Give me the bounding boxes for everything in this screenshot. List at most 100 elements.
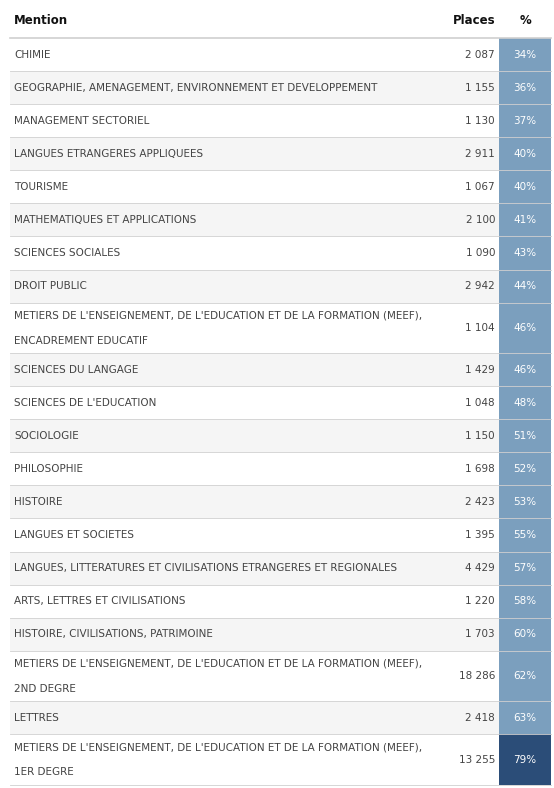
Bar <box>10 71 499 104</box>
Text: MANAGEMENT SECTORIEL: MANAGEMENT SECTORIEL <box>14 116 150 126</box>
Text: 1 155: 1 155 <box>465 83 495 93</box>
Text: 37%: 37% <box>514 116 537 126</box>
Text: 13 255: 13 255 <box>459 755 495 764</box>
Text: HISTOIRE: HISTOIRE <box>14 497 63 507</box>
Bar <box>10 137 499 170</box>
Bar <box>10 353 499 386</box>
Text: 1 220: 1 220 <box>465 596 495 606</box>
Text: 46%: 46% <box>514 323 537 333</box>
Bar <box>10 651 499 701</box>
Text: Places: Places <box>453 14 495 27</box>
Text: 2 418: 2 418 <box>465 713 495 723</box>
Text: 48%: 48% <box>514 398 537 408</box>
Bar <box>10 269 499 303</box>
Text: 60%: 60% <box>514 629 536 639</box>
Text: SCIENCES DU LANGAGE: SCIENCES DU LANGAGE <box>14 365 138 375</box>
Bar <box>499 353 551 386</box>
Text: METIERS DE L'ENSEIGNEMENT, DE L'EDUCATION ET DE LA FORMATION (MEEF),: METIERS DE L'ENSEIGNEMENT, DE L'EDUCATIO… <box>14 310 422 320</box>
Text: METIERS DE L'ENSEIGNEMENT, DE L'EDUCATION ET DE LA FORMATION (MEEF),: METIERS DE L'ENSEIGNEMENT, DE L'EDUCATIO… <box>14 742 422 752</box>
Bar <box>10 3 551 39</box>
Bar <box>499 236 551 269</box>
Bar <box>499 104 551 137</box>
Text: SOCIOLOGIE: SOCIOLOGIE <box>14 431 79 440</box>
Bar <box>499 618 551 651</box>
Bar <box>10 203 499 236</box>
Text: DROIT PUBLIC: DROIT PUBLIC <box>14 281 87 291</box>
Text: 53%: 53% <box>514 497 537 507</box>
Bar <box>10 519 499 552</box>
Text: 41%: 41% <box>514 215 537 225</box>
Text: MATHEMATIQUES ET APPLICATIONS: MATHEMATIQUES ET APPLICATIONS <box>14 215 196 225</box>
Text: 55%: 55% <box>514 530 537 540</box>
Text: 52%: 52% <box>514 464 537 474</box>
Text: 57%: 57% <box>514 563 537 573</box>
Bar <box>499 39 551 71</box>
Bar <box>499 386 551 419</box>
Bar <box>10 734 499 785</box>
Bar <box>10 485 499 519</box>
Bar <box>10 39 499 71</box>
Text: 1 130: 1 130 <box>465 116 495 126</box>
Text: ENCADREMENT EDUCATIF: ENCADREMENT EDUCATIF <box>14 336 148 346</box>
Bar <box>10 303 499 353</box>
Text: 44%: 44% <box>514 281 537 291</box>
Bar <box>499 701 551 734</box>
Bar <box>499 452 551 485</box>
Text: CHIMIE: CHIMIE <box>14 50 50 60</box>
Text: 2ND DEGRE: 2ND DEGRE <box>14 684 76 693</box>
Bar <box>10 452 499 485</box>
Bar <box>499 71 551 104</box>
Bar <box>10 104 499 137</box>
Text: 1ER DEGRE: 1ER DEGRE <box>14 768 74 777</box>
Text: 51%: 51% <box>514 431 537 440</box>
Text: ARTS, LETTRES ET CIVILISATIONS: ARTS, LETTRES ET CIVILISATIONS <box>14 596 186 606</box>
Bar <box>499 519 551 552</box>
Text: 63%: 63% <box>514 713 537 723</box>
Text: 1 090: 1 090 <box>465 248 495 258</box>
Bar <box>10 170 499 203</box>
Text: LANGUES ET SOCIETES: LANGUES ET SOCIETES <box>14 530 134 540</box>
Bar <box>499 269 551 303</box>
Bar <box>499 734 551 785</box>
Bar <box>499 552 551 585</box>
Bar <box>499 651 551 701</box>
Bar <box>499 137 551 170</box>
Bar <box>499 203 551 236</box>
Text: 36%: 36% <box>514 83 537 93</box>
Bar <box>499 170 551 203</box>
Text: SCIENCES DE L'EDUCATION: SCIENCES DE L'EDUCATION <box>14 398 156 408</box>
Text: 40%: 40% <box>514 182 536 192</box>
Text: 34%: 34% <box>514 50 537 60</box>
Text: %: % <box>519 14 531 27</box>
Text: 4 429: 4 429 <box>465 563 495 573</box>
Text: PHILOSOPHIE: PHILOSOPHIE <box>14 464 83 474</box>
Text: 2 942: 2 942 <box>465 281 495 291</box>
Bar <box>499 303 551 353</box>
Text: 1 104: 1 104 <box>465 323 495 333</box>
Text: 1 150: 1 150 <box>465 431 495 440</box>
Text: METIERS DE L'ENSEIGNEMENT, DE L'EDUCATION ET DE LA FORMATION (MEEF),: METIERS DE L'ENSEIGNEMENT, DE L'EDUCATIO… <box>14 658 422 668</box>
Text: HISTOIRE, CIVILISATIONS, PATRIMOINE: HISTOIRE, CIVILISATIONS, PATRIMOINE <box>14 629 213 639</box>
Text: 1 048: 1 048 <box>465 398 495 408</box>
Text: 2 087: 2 087 <box>465 50 495 60</box>
Bar <box>10 552 499 585</box>
Text: 1 395: 1 395 <box>465 530 495 540</box>
Bar <box>10 386 499 419</box>
Text: 40%: 40% <box>514 149 536 159</box>
Text: LANGUES ETRANGERES APPLIQUEES: LANGUES ETRANGERES APPLIQUEES <box>14 149 203 159</box>
Text: GEOGRAPHIE, AMENAGEMENT, ENVIRONNEMENT ET DEVELOPPEMENT: GEOGRAPHIE, AMENAGEMENT, ENVIRONNEMENT E… <box>14 83 377 93</box>
Bar <box>10 618 499 651</box>
Text: LETTRES: LETTRES <box>14 713 59 723</box>
Text: 18 286: 18 286 <box>459 671 495 681</box>
Text: LANGUES, LITTERATURES ET CIVILISATIONS ETRANGERES ET REGIONALES: LANGUES, LITTERATURES ET CIVILISATIONS E… <box>14 563 397 573</box>
Text: 1 429: 1 429 <box>465 365 495 375</box>
Text: TOURISME: TOURISME <box>14 182 68 192</box>
Text: 43%: 43% <box>514 248 537 258</box>
Text: 2 100: 2 100 <box>465 215 495 225</box>
Text: 79%: 79% <box>514 755 537 764</box>
Bar <box>499 485 551 519</box>
Text: 46%: 46% <box>514 365 537 375</box>
Bar <box>499 419 551 452</box>
Text: 62%: 62% <box>514 671 537 681</box>
Text: SCIENCES SOCIALES: SCIENCES SOCIALES <box>14 248 120 258</box>
